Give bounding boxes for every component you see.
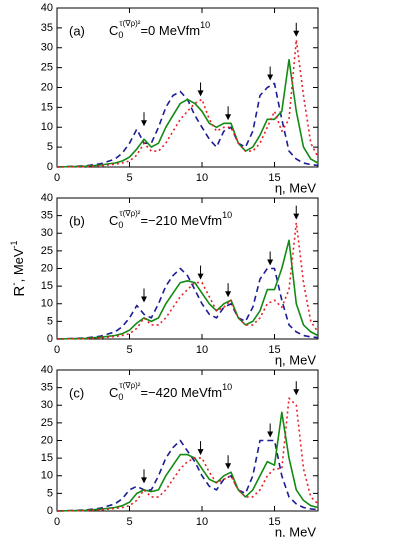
arrow-head — [197, 449, 204, 456]
y-tick-label: 25 — [41, 245, 53, 257]
y-tick-label: 20 — [41, 81, 53, 93]
coupling-exp: 10 — [222, 210, 232, 220]
x-tick-label: 5 — [126, 516, 132, 528]
y-axis-label: R-, MeV-1 — [9, 240, 28, 296]
panel-label: (a) — [69, 23, 85, 38]
y-tick-label: 20 — [41, 434, 53, 446]
x-tick-label: 10 — [196, 516, 208, 528]
coupling-exp: 10 — [222, 382, 232, 392]
x-tick-label: 10 — [196, 172, 208, 184]
y-tick-label: 15 — [41, 101, 53, 113]
x-axis-label: η, MeV — [275, 352, 317, 367]
arrow-head — [141, 477, 147, 484]
y-tick-label: 30 — [41, 42, 53, 54]
arrow-head — [225, 291, 232, 298]
x-axis-label: η, MeV — [275, 524, 317, 537]
y-tick-label: 5 — [47, 315, 53, 327]
x-tick-label: 15 — [268, 344, 280, 356]
coupling-sub: 0 — [118, 392, 123, 402]
arrow-head — [293, 30, 300, 37]
arrow-head — [267, 74, 274, 81]
y-tick-label: 5 — [47, 141, 53, 153]
coupling-annotation: C0 τ(∇ρ)²=−210 MeVfm10 — [109, 209, 232, 230]
x-tick-label: 0 — [54, 344, 60, 356]
y-tick-label: 40 — [41, 192, 53, 204]
arrow-head — [225, 463, 232, 470]
arrow-head — [293, 213, 300, 220]
y-tick-label: 30 — [41, 399, 53, 411]
arrow-head — [197, 90, 204, 97]
series-line — [56, 397, 319, 512]
y-tick-label: 0 — [47, 161, 53, 173]
y-tick-label: 10 — [41, 298, 53, 310]
arrow-head — [293, 389, 300, 396]
x-tick-label: 5 — [126, 344, 132, 356]
y-tick-label: 0 — [47, 505, 53, 517]
y-label-rest-sup: -1 — [9, 240, 19, 248]
x-tick-label: 5 — [126, 172, 132, 184]
series-line — [56, 82, 319, 168]
x-tick-label: 15 — [268, 172, 280, 184]
coupling-symbol: C — [109, 23, 118, 38]
x-tick-label: 10 — [196, 344, 208, 356]
y-tick-label: 15 — [41, 452, 53, 464]
coupling-sup: τ(∇ρ)² — [119, 19, 140, 28]
arrow-head — [141, 296, 147, 303]
y-tick-label: 40 — [41, 364, 53, 376]
y-tick-label: 35 — [41, 22, 53, 34]
y-label-rest: , MeV — [11, 248, 26, 282]
x-axis-label: η, MeV — [275, 180, 317, 195]
y-tick-label: 25 — [41, 62, 53, 74]
panel-label: (b) — [69, 213, 85, 228]
y-tick-label: 20 — [41, 262, 53, 274]
coupling-text: =0 MeVfm — [140, 23, 200, 38]
x-tick-label: 15 — [268, 516, 280, 528]
series-line — [56, 439, 319, 512]
y-tick-label: 35 — [41, 210, 53, 222]
coupling-text: =−210 MeVfm — [140, 213, 222, 228]
y-tick-label: 35 — [41, 382, 53, 394]
y-tick-label: 40 — [41, 2, 53, 14]
arrow-head — [267, 431, 274, 438]
coupling-sub: 0 — [118, 220, 123, 230]
y-tick-label: 15 — [41, 280, 53, 292]
arrow-head — [141, 120, 147, 127]
coupling-text: =−420 MeVfm — [140, 385, 222, 400]
y-label-sup: - — [9, 282, 20, 285]
arrow-head — [197, 273, 204, 280]
arrow-head — [267, 259, 274, 266]
y-tick-label: 30 — [41, 227, 53, 239]
series-line — [56, 239, 319, 340]
coupling-sup: τ(∇ρ)² — [119, 209, 140, 218]
arrow-head — [225, 114, 232, 121]
y-tick-label: 5 — [47, 487, 53, 499]
x-tick-label: 0 — [54, 172, 60, 184]
series-line — [56, 58, 319, 168]
panel-label: (c) — [69, 385, 84, 400]
coupling-exp: 10 — [200, 20, 210, 30]
y-tick-label: 25 — [41, 417, 53, 429]
y-tick-label: 10 — [41, 121, 53, 133]
coupling-symbol: C — [109, 213, 118, 228]
series-line — [56, 267, 319, 340]
y-label-main: R — [11, 286, 28, 297]
coupling-annotation: C0 τ(∇ρ)²=0 MeVfm10 — [109, 19, 210, 40]
y-tick-label: 0 — [47, 333, 53, 345]
coupling-sup: τ(∇ρ)² — [119, 381, 140, 390]
series-line — [56, 411, 319, 512]
coupling-sub: 0 — [118, 30, 123, 40]
x-tick-label: 0 — [54, 516, 60, 528]
coupling-annotation: C0 τ(∇ρ)²=−420 MeVfm10 — [109, 381, 232, 402]
y-tick-label: 10 — [41, 470, 53, 482]
coupling-symbol: C — [109, 385, 118, 400]
